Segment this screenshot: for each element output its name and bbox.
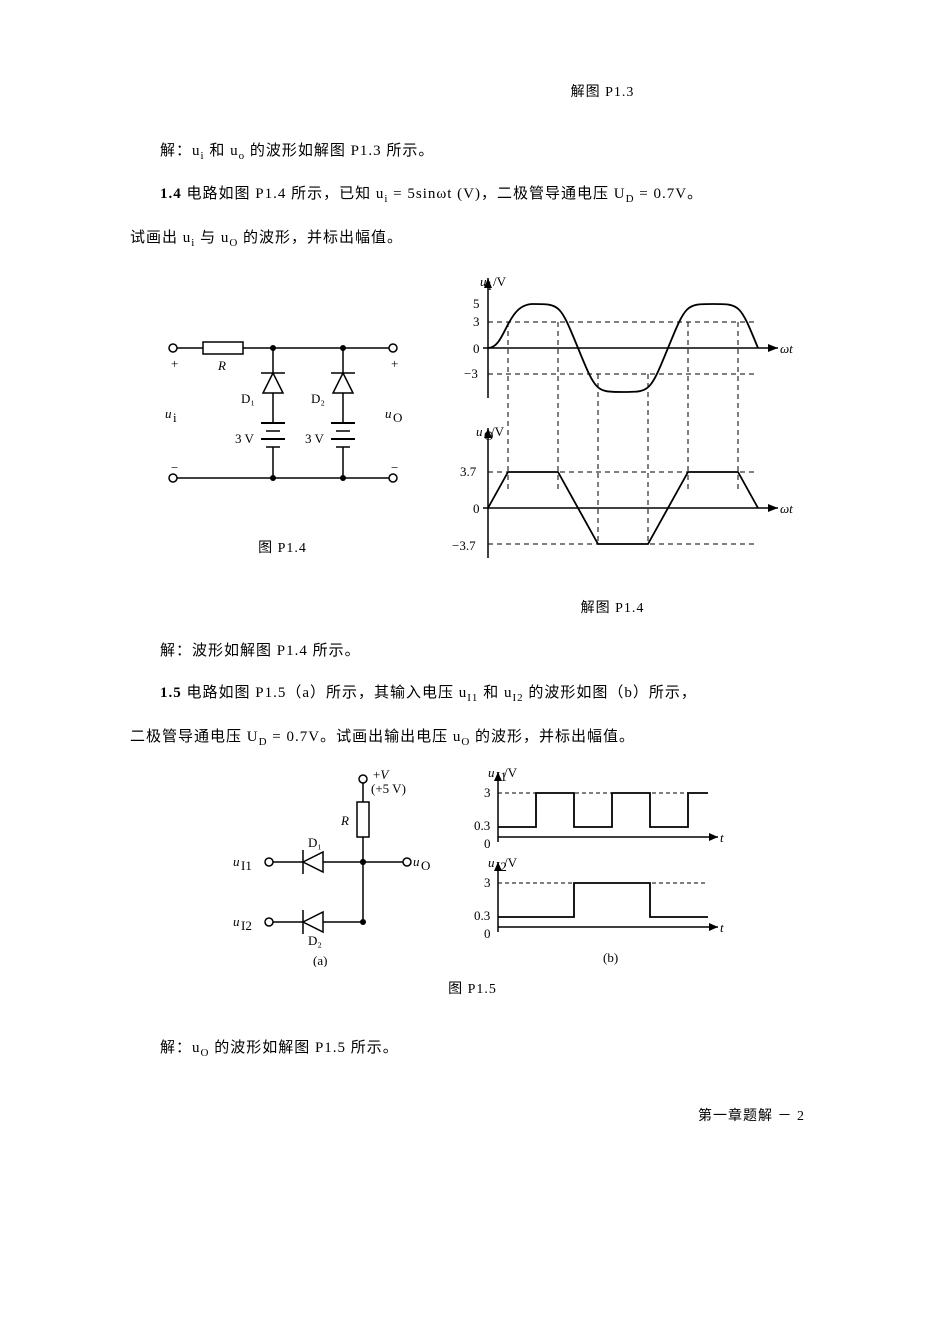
problem-1-4-line2: 试画出 ui 与 uO 的波形，并标出幅值。 <box>130 224 815 254</box>
svg-text:t: t <box>720 920 724 935</box>
svg-text:−3: −3 <box>464 366 478 381</box>
answer-p14: 解：波形如解图 P1.4 所示。 <box>130 637 815 666</box>
svg-text:u: u <box>233 914 240 929</box>
ui-sub: i <box>173 410 177 425</box>
figure-row-p15: +V (+5 V) R uO D₁ uI1 <box>130 767 815 967</box>
v3-2: 3 V <box>305 431 325 446</box>
text: 电路如图 P1.5（a）所示，其输入电压 u <box>182 685 468 701</box>
text: 的波形如解图 P1.5 所示。 <box>209 1040 398 1056</box>
d1-label: D₁ <box>241 391 255 406</box>
svg-text:0: 0 <box>484 836 491 851</box>
svg-text:3: 3 <box>484 785 491 800</box>
svg-text:5: 5 <box>473 296 480 311</box>
svg-text:/V: /V <box>504 767 518 780</box>
text: 二极管导通电压 U <box>130 729 259 745</box>
text: 和 u <box>478 685 512 701</box>
svg-text:u: u <box>476 424 483 439</box>
svg-text:(a): (a) <box>313 953 327 967</box>
waveform-p15b: uI1/V 3 0.3 0 t uI2/V 3 0. <box>453 767 733 967</box>
svg-text:3.7: 3.7 <box>460 464 477 479</box>
r-label: R <box>217 358 226 373</box>
text: 的波形如解图 P1.3 所示。 <box>245 143 434 159</box>
svg-text:3: 3 <box>484 875 491 890</box>
svg-text:u: u <box>233 854 240 869</box>
text: 试画出 u <box>130 230 191 246</box>
svg-text:/V: /V <box>493 274 507 289</box>
text: 解：u <box>160 1040 201 1056</box>
problem-1-5-line2: 二极管导通电压 UD = 0.7V。试画出输出电压 uO 的波形，并标出幅值。 <box>130 723 815 753</box>
svg-text:−3.7: −3.7 <box>452 538 476 553</box>
uo-label: u <box>385 406 392 421</box>
svg-text:(+5 V): (+5 V) <box>371 781 406 796</box>
svg-text:u: u <box>413 854 420 869</box>
svg-text:0: 0 <box>484 926 491 941</box>
svg-text:(b): (b) <box>603 950 618 965</box>
sub: O <box>229 237 238 249</box>
svg-text:D₂: D₂ <box>308 933 322 948</box>
prob-num: 1.5 <box>160 685 182 701</box>
caption-sol-p14: 解图 P1.4 <box>581 596 645 623</box>
svg-text:I1: I1 <box>241 858 252 873</box>
svg-text:/V: /V <box>504 855 518 870</box>
answer-p13: 解：ui 和 uo 的波形如解图 P1.3 所示。 <box>130 137 815 167</box>
minus-l: − <box>171 460 178 475</box>
prob-num: 1.4 <box>160 186 182 202</box>
caption-sol-p13: 解图 P1.3 <box>390 80 815 107</box>
svg-text:O: O <box>421 858 430 873</box>
sub: D <box>259 736 268 748</box>
ui-label: u <box>165 406 172 421</box>
text: = 0.7V。 <box>635 186 704 202</box>
svg-text:u: u <box>480 274 487 289</box>
circuit-p15a: +V (+5 V) R uO D₁ uI1 <box>213 767 433 967</box>
text: 的波形，并标出幅值。 <box>238 230 403 246</box>
plus-l: + <box>171 356 178 371</box>
svg-text:0.3: 0.3 <box>474 908 490 923</box>
svg-text:i: i <box>488 278 492 293</box>
sub: D <box>626 193 635 205</box>
uo-sub: O <box>393 410 402 425</box>
problem-1-5: 1.5 电路如图 P1.5（a）所示，其输入电压 uI1 和 uI2 的波形如图… <box>130 679 815 709</box>
svg-text:0: 0 <box>473 501 480 516</box>
caption-fig-p14: 图 P1.4 <box>258 536 307 563</box>
sub: I2 <box>512 692 523 704</box>
text: 的波形如图（b）所示， <box>524 685 697 701</box>
svg-text:+V: +V <box>373 767 390 782</box>
svg-text:3: 3 <box>473 314 480 329</box>
svg-text:u: u <box>488 855 495 870</box>
page-footer: 第一章题解 － 2 <box>130 1104 815 1131</box>
text: = 5sinωt (V)，二极管导通电压 U <box>388 186 625 202</box>
problem-1-4: 1.4 电路如图 P1.4 所示，已知 ui = 5sinωt (V)，二极管导… <box>130 180 815 210</box>
sub: O <box>461 736 470 748</box>
text: 与 u <box>195 230 229 246</box>
svg-text:R: R <box>340 813 349 828</box>
svg-text:D₁: D₁ <box>308 835 322 850</box>
text: = 0.7V。试画出输出电压 u <box>268 729 462 745</box>
text: 的波形，并标出幅值。 <box>470 729 635 745</box>
figure-row-p14: R D₁ 3 V <box>130 268 815 623</box>
text: 和 u <box>205 143 239 159</box>
minus-r: − <box>391 460 398 475</box>
svg-text:ωt: ωt <box>780 501 793 516</box>
d2-label: D₂ <box>311 391 325 406</box>
svg-text:u: u <box>488 767 495 780</box>
svg-text:0: 0 <box>473 341 480 356</box>
svg-text:t: t <box>720 830 724 845</box>
svg-text:0.3: 0.3 <box>474 818 490 833</box>
answer-p15: 解：uO 的波形如解图 P1.5 所示。 <box>130 1034 815 1064</box>
text: 解：u <box>160 143 201 159</box>
v3-1: 3 V <box>235 431 255 446</box>
svg-text:ωt: ωt <box>780 341 793 356</box>
svg-text:/V: /V <box>491 424 505 439</box>
waveform-p14: ui/V ωt 5 3 0 −3 <box>433 268 793 588</box>
circuit-p14: R D₁ 3 V <box>153 328 413 528</box>
plus-r: + <box>391 356 398 371</box>
text: 电路如图 P1.4 所示，已知 u <box>182 186 385 202</box>
caption-fig-p15: 图 P1.5 <box>130 977 815 1004</box>
svg-text:I2: I2 <box>241 918 252 933</box>
sub: I1 <box>467 692 478 704</box>
